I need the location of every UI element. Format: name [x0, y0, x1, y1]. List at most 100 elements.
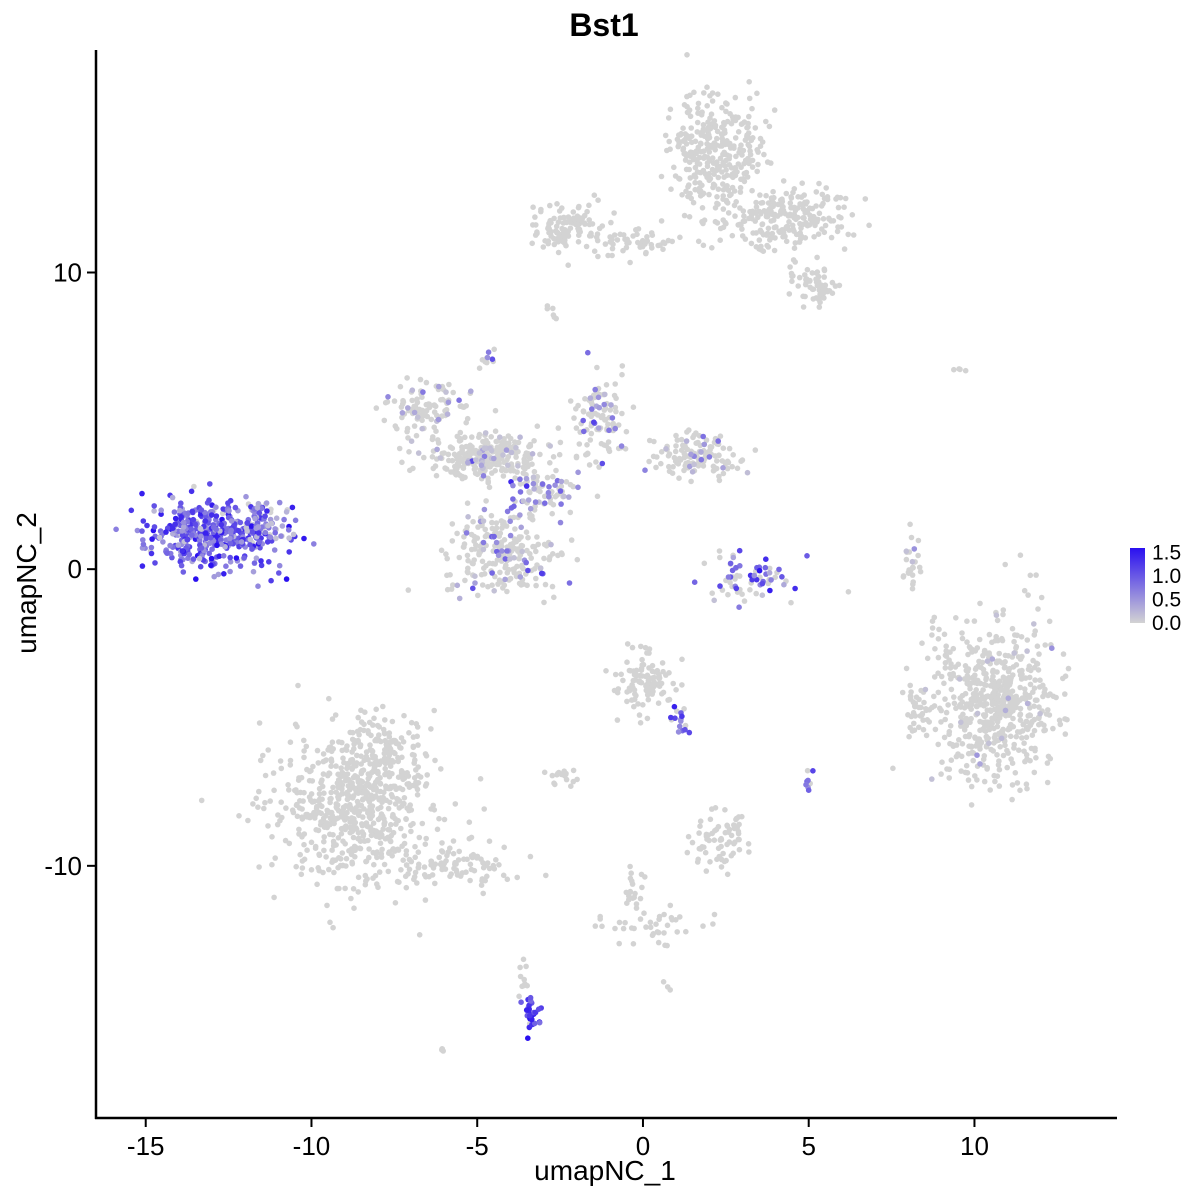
cell-point: [635, 701, 641, 707]
color-legend-bar: [1130, 548, 1145, 623]
cell-point: [616, 919, 623, 926]
cell-point: [698, 456, 705, 463]
cell-point: [523, 475, 530, 482]
cell-point: [1028, 719, 1035, 726]
cell-point: [834, 228, 841, 235]
cell-point: [964, 673, 971, 679]
cell-point: [517, 489, 524, 495]
cell-point: [408, 828, 414, 835]
cell-point: [544, 305, 551, 312]
cell-point: [676, 132, 682, 138]
cell-point: [924, 655, 931, 662]
cell-point: [254, 504, 261, 511]
x-tick-label: 0: [636, 1131, 650, 1161]
cell-point: [417, 774, 424, 780]
cell-point: [522, 981, 528, 987]
cell-point: [1062, 731, 1069, 737]
cell-point: [977, 761, 983, 767]
cell-point: [461, 856, 467, 862]
cell-point: [530, 480, 537, 487]
cell-point: [676, 723, 683, 730]
cell-point: [292, 787, 298, 794]
cell-point: [446, 381, 452, 388]
cell-point: [612, 425, 618, 432]
cell-point: [728, 191, 734, 198]
cell-point: [628, 870, 634, 876]
cell-point: [472, 573, 478, 579]
cell-point: [1031, 727, 1038, 734]
cell-point: [413, 783, 419, 789]
cell-point: [995, 762, 1002, 768]
cell-point: [1023, 734, 1030, 741]
cell-point: [665, 697, 671, 703]
cell-point: [1011, 745, 1017, 751]
cell-point: [1006, 712, 1012, 718]
cell-point: [637, 916, 644, 922]
cell-point: [381, 822, 388, 828]
cell-point: [405, 871, 411, 877]
cell-point: [1040, 682, 1046, 689]
cell-point: [550, 473, 556, 480]
cell-point: [779, 574, 785, 580]
cell-point: [374, 854, 380, 861]
cell-point: [243, 524, 249, 531]
cell-point: [947, 723, 954, 729]
cell-point: [1025, 713, 1031, 719]
cell-point: [651, 438, 657, 445]
cell-point: [798, 194, 805, 200]
cell-point: [555, 230, 562, 237]
cell-point: [585, 349, 591, 356]
cell-point: [140, 518, 147, 524]
cell-point: [562, 219, 569, 225]
cell-point: [343, 815, 350, 821]
cell-point: [438, 766, 444, 772]
cell-point: [522, 459, 529, 465]
cell-point: [429, 454, 436, 460]
cell-point: [683, 928, 689, 935]
cell-point: [938, 719, 944, 725]
cell-point: [995, 682, 1001, 689]
cell-point: [788, 195, 795, 201]
cell-point: [262, 529, 269, 536]
cell-point: [802, 272, 808, 278]
cell-point: [679, 656, 685, 663]
cell-point: [932, 646, 938, 652]
cell-point: [526, 488, 532, 495]
cell-point: [256, 539, 263, 545]
cell-point: [256, 510, 263, 516]
cell-point: [720, 217, 726, 223]
cell-point: [358, 770, 365, 777]
cell-point: [610, 420, 616, 427]
cell-point: [809, 270, 816, 276]
cell-point: [551, 235, 557, 242]
cell-point: [638, 643, 644, 650]
cell-point: [517, 512, 523, 518]
cell-point: [631, 696, 638, 703]
cell-point: [1045, 707, 1051, 713]
cell-point: [465, 565, 471, 572]
cell-point: [570, 483, 576, 490]
cell-point: [197, 525, 204, 532]
cell-point: [573, 406, 579, 412]
cell-point: [736, 221, 743, 228]
cell-point: [347, 804, 354, 810]
cell-point: [435, 416, 442, 423]
cell-point: [567, 398, 574, 404]
cell-point: [781, 581, 787, 588]
color-legend-ticks: 0.00.51.01.5: [1152, 542, 1181, 635]
cell-point: [792, 240, 799, 246]
cell-point: [464, 552, 471, 559]
cell-point: [327, 799, 333, 806]
cell-point: [484, 440, 491, 446]
cell-point: [396, 445, 403, 452]
cell-point: [186, 551, 193, 558]
cell-point: [321, 834, 328, 840]
cell-point: [253, 795, 259, 802]
cell-point: [714, 135, 720, 142]
cell-point: [361, 838, 368, 844]
cell-point: [339, 850, 346, 856]
cell-point: [1000, 611, 1006, 618]
cell-point: [683, 188, 689, 195]
cell-point: [510, 482, 516, 489]
cell-point: [736, 547, 743, 554]
